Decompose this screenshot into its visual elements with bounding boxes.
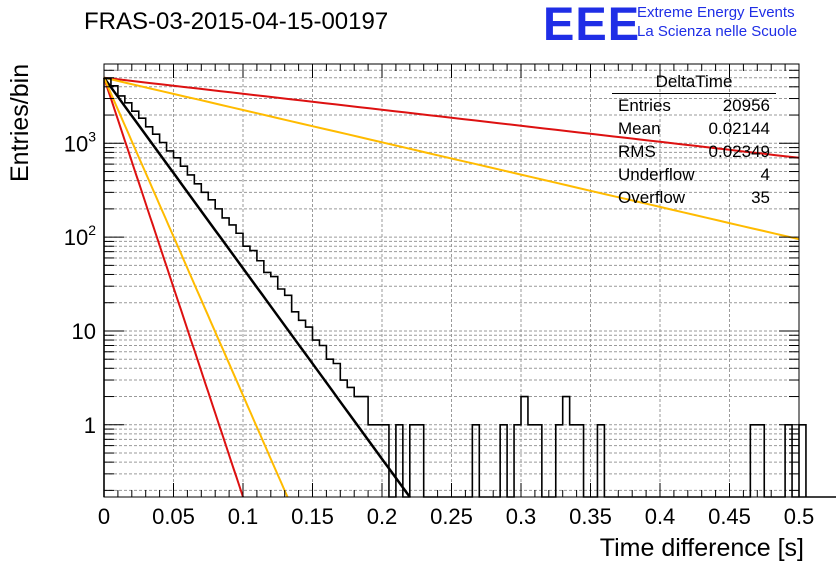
y-tick-label: 102 [64,222,96,250]
logo-line-1: Extreme Energy Events [637,4,795,21]
y-tick-label: 103 [64,128,96,156]
histogram-outline [103,77,836,498]
stats-row-entries: Entries 20956 [612,94,776,117]
fit-line [103,76,800,159]
histogram [103,77,836,498]
x-tick-label: 0.1 [228,504,259,529]
fit-line [102,76,411,498]
x-tick-label: 0.05 [152,504,195,529]
fit-line [103,77,289,498]
stats-row-underflow: Underflow 4 [612,163,776,186]
x-tick-label: 0.4 [645,504,676,529]
stats-row-mean: Mean 0.02144 [612,117,776,140]
x-tick-label: 0.5 [784,504,815,529]
y-axis-label: Entries/bin [6,63,34,182]
stats-value: 4 [760,165,770,184]
x-axis-label: Time difference [s] [599,534,804,562]
stats-label: RMS [618,142,656,161]
y-tick-label: 10 [72,319,96,344]
x-tick-label: 0.45 [708,504,751,529]
stats-value: 0.02349 [708,142,770,161]
stats-value: 0.02144 [708,119,770,138]
x-tick-label: 0 [98,504,110,529]
x-tick-label: 0.3 [506,504,537,529]
y-tick-label: 1 [84,413,96,438]
stats-label: Underflow [618,165,695,184]
stats-title: DeltaTime [612,72,776,94]
stats-label: Overflow [618,188,686,207]
fit-line [103,77,244,498]
stats-label: Mean [618,119,661,138]
stats-label: Entries [618,96,671,115]
eee-logo: EEE [543,0,641,50]
stats-row-overflow: Overflow 35 [612,186,776,209]
fit-line [103,76,800,241]
x-tick-label: 0.35 [569,504,612,529]
tick-labels: 0 0.05 0.1 0.15 0.2 0.25 0.3 0.35 0.4 0.45 0.5 1 10 1… [64,128,815,529]
stats-box: DeltaTime Entries 20956 Mean 0.02144 RMS… [612,72,776,209]
x-tick-label: 0.15 [291,504,334,529]
chart-title: FRAS-03-2015-04-15-00197 [84,8,389,35]
axis-ticks [103,63,800,497]
x-tick-label: 0.25 [430,504,473,529]
stats-value: 35 [751,188,770,207]
x-tick-label: 0.2 [367,504,398,529]
logo-line-2: La Scienza nelle Scuole [637,23,798,40]
stats-row-rms: RMS 0.02349 [612,140,776,163]
fit-lines [102,76,800,498]
stats-value: 20956 [722,96,770,115]
